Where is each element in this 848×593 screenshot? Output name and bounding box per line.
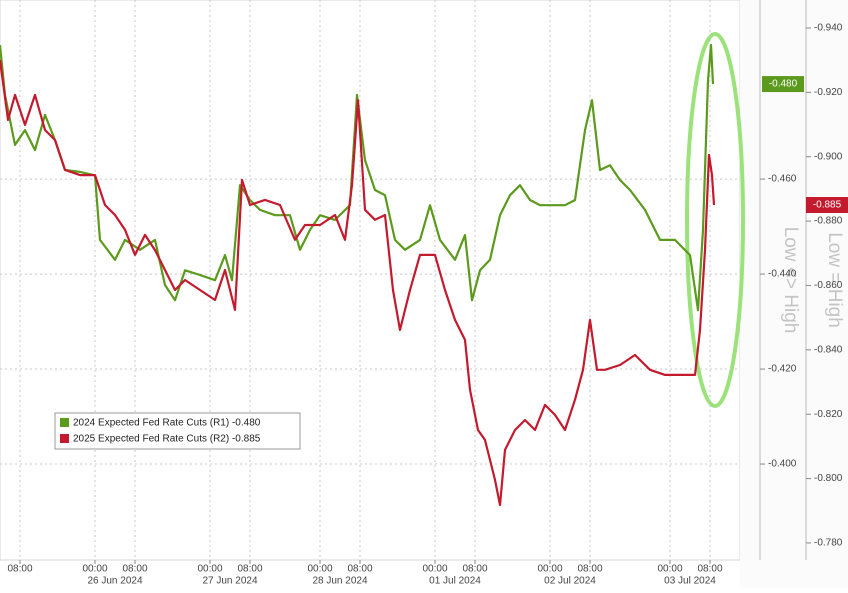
y2-tick-label: -0.860 [814, 280, 843, 291]
legend: 2024 Expected Fed Rate Cuts (R1) -0.480 2… [54, 412, 301, 450]
y-tick-label: -0.400 [768, 459, 797, 470]
legend-box [54, 412, 301, 450]
y2-tick-label: -0.940 [814, 23, 843, 34]
x-date-label: 27 Jun 2024 [202, 576, 257, 587]
end-label: -0.480 [769, 79, 798, 90]
legend-swatch [60, 418, 69, 427]
y2-tick-label: -0.880 [814, 216, 843, 227]
highlight-ellipse [685, 32, 745, 408]
y-tick-label: -0.460 [768, 174, 797, 185]
y2-tick-label: -0.840 [814, 344, 843, 355]
x-tick-label: 08:00 [697, 564, 722, 575]
x-tick-label: 08:00 [237, 564, 262, 575]
y2-tick-label: -0.820 [814, 409, 843, 420]
x-tick-label: 00:00 [82, 564, 107, 575]
y2-tick-label: -0.780 [814, 538, 843, 549]
end-label-box [762, 76, 804, 93]
annotation: Low = High [824, 232, 845, 328]
series-line [0, 59, 716, 507]
legend-label: 2025 Expected Fed Rate Cuts (R2) -0.885 [73, 434, 261, 445]
x-tick-label: 00:00 [537, 564, 562, 575]
legend-label: 2024 Expected Fed Rate Cuts (R1) -0.480 [73, 418, 261, 429]
y2-tick-label: -0.800 [814, 473, 843, 484]
y-tick-label: -0.440 [768, 269, 797, 280]
y-tick-label: -0.420 [768, 364, 797, 375]
x-tick-label: 00:00 [422, 564, 447, 575]
x-tick-label: 08:00 [577, 564, 602, 575]
x-tick-label: 08:00 [7, 564, 32, 575]
legend-swatch [60, 434, 69, 443]
plot-area [0, 0, 741, 561]
y2-tick-label: -0.900 [814, 151, 843, 162]
x-date-label: 01 Jul 2024 [429, 576, 481, 587]
x-tick-label: 00:00 [657, 564, 682, 575]
x-tick-label: 00:00 [307, 564, 332, 575]
annotation: Low <> High [780, 227, 801, 334]
end-label-box [806, 197, 848, 214]
end-label: -0.885 [813, 200, 842, 211]
x-date-label: 02 Jul 2024 [544, 576, 596, 587]
x-tick-label: 08:00 [347, 564, 372, 575]
axis-panel [740, 0, 848, 588]
x-date-label: 26 Jun 2024 [87, 576, 142, 587]
x-tick-label: 00:00 [197, 564, 222, 575]
x-date-label: 03 Jul 2024 [664, 576, 716, 587]
x-date-label: 28 Jun 2024 [312, 576, 367, 587]
series-line [0, 44, 715, 312]
x-tick-label: 08:00 [462, 564, 487, 575]
y2-tick-label: -0.920 [814, 87, 843, 98]
x-tick-label: 08:00 [122, 564, 147, 575]
